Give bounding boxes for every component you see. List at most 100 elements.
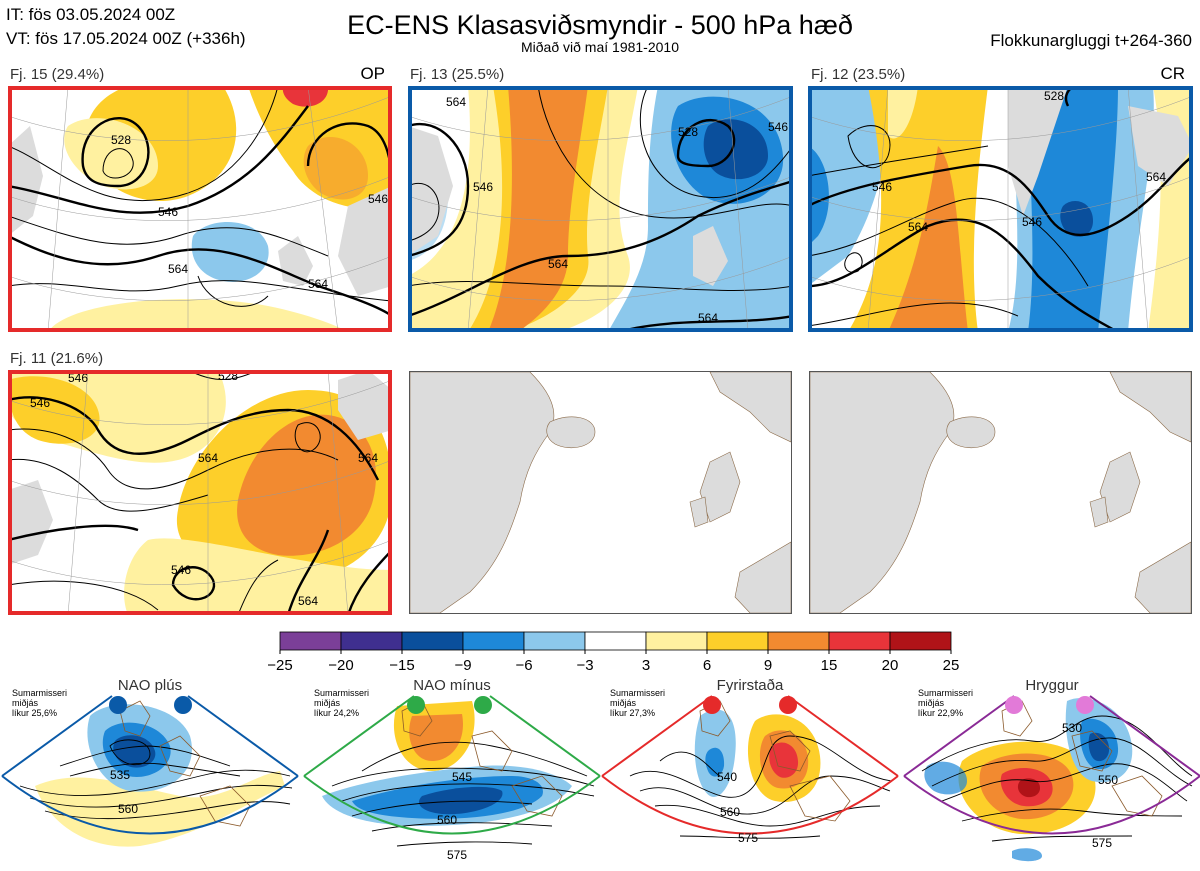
regime-contour-label: 540: [717, 770, 737, 784]
regime-dot: [474, 696, 492, 714]
regime-name: NAO mínus: [413, 677, 491, 694]
cluster1-contour-label: 564: [168, 262, 188, 276]
regime-nao-minus: NAO mínus Sumarmisseri miðjás líkur 24,2…: [303, 677, 601, 862]
regime-info: líkur 24,2%: [314, 708, 359, 718]
cluster-frame-1: [8, 86, 392, 332]
regime-dot: [407, 696, 425, 714]
cluster-map-1: 528 546 546 564 564: [8, 86, 392, 332]
cluster-label-2: Fj. 13 (25.5%): [410, 66, 505, 83]
cluster-label-4: Fj. 11 (21.6%): [10, 350, 104, 367]
regime-dot: [109, 696, 127, 714]
empty-map-2: [809, 371, 1192, 614]
colorbar-swatch: [767, 631, 830, 651]
cluster-frame-4: [8, 370, 392, 615]
cluster-map-4: 546 546 528 564 546 564 564: [8, 370, 392, 615]
colorbar-swatch: [645, 631, 708, 651]
colorbar-swatch: [706, 631, 769, 651]
cluster-label-1: Fj. 15 (29.4%): [10, 66, 105, 83]
colorbar-tick-label: 20: [882, 657, 899, 674]
regime-info: Sumarmisseri: [12, 688, 67, 698]
cluster4-contour-label: 546: [68, 371, 88, 385]
regime-dot: [174, 696, 192, 714]
cluster-map-2: 564 546 528 564 564 546: [408, 86, 793, 332]
page-title: EC-ENS Klasasviðsmyndir - 500 hPa hæð: [347, 10, 853, 40]
regime-contour-label: 575: [447, 848, 467, 862]
cluster2-contour-label: 546: [768, 120, 788, 134]
regime-blocking: Fyrirstaða Sumarmisseri miðjás líkur 27,…: [601, 677, 899, 845]
regime-contour-label: 575: [1092, 836, 1112, 850]
cluster2-contour-label: 528: [678, 125, 698, 139]
regime-frame: [903, 695, 1200, 835]
cluster3-contour-label: 564: [908, 220, 928, 234]
cluster-tag-3: CR: [1160, 64, 1185, 83]
regime-dot: [779, 696, 797, 714]
classification-window: Flokkunargluggi t+264-360: [990, 31, 1192, 50]
regime-contour-label: 560: [437, 813, 457, 827]
cluster1-contour-label: 564: [308, 277, 328, 291]
regime-frame: [601, 695, 899, 835]
colorbar-tick-label: 15: [821, 657, 838, 674]
cluster-tag-1: OP: [360, 64, 385, 83]
valid-time: VT: fös 17.05.2024 00Z (+336h): [6, 29, 246, 48]
cluster-map-3: 528 546 546 564 564: [808, 86, 1193, 332]
cluster4-contour-label: 564: [198, 451, 218, 465]
regime-frame: [1, 695, 299, 835]
colorbar-swatch: [462, 631, 525, 651]
colorbar-tick-label: −25: [267, 657, 292, 674]
regime-name: Hryggur: [1025, 677, 1078, 694]
cluster3-contour-label: 528: [1044, 89, 1064, 103]
regime-info: miðjás: [314, 698, 341, 708]
regime-dot: [703, 696, 721, 714]
colorbar-tick-label: −15: [389, 657, 414, 674]
cluster4-contour-label: 564: [358, 451, 378, 465]
regime-info: miðjás: [918, 698, 945, 708]
regime-dot: [1005, 696, 1023, 714]
colorbar-swatch: [401, 631, 464, 651]
regime-info: miðjás: [12, 698, 39, 708]
regime-contour-label: 575: [738, 831, 758, 845]
colorbar-tick-label: −3: [576, 657, 593, 674]
regime-contour-label: 545: [452, 770, 472, 784]
regime-contour-label: 560: [720, 805, 740, 819]
cluster1-contour-label: 528: [111, 133, 131, 147]
cluster-frame-3: [808, 86, 1193, 332]
regime-info: líkur 22,9%: [918, 708, 963, 718]
regime-name: NAO plús: [118, 677, 182, 694]
regime-frame: [303, 695, 601, 835]
colorbar-swatch: [828, 631, 891, 651]
cluster-label-3: Fj. 12 (23.5%): [811, 66, 906, 83]
colorbar-swatch: [584, 631, 647, 651]
colorbar-tick-label: 3: [642, 657, 650, 674]
colorbar-tick-label: 6: [703, 657, 711, 674]
colorbar: −25 −20 −15 −9 −6 −3 3 6 9 15 20 25: [267, 631, 959, 674]
regime-name: Fyrirstaða: [717, 677, 784, 694]
regime-ridge: Hryggur Sumarmisseri miðjás líkur 22,9% …: [903, 677, 1200, 862]
cluster2-contour-label: 564: [446, 95, 466, 109]
page-subtitle: Miðað við maí 1981-2010: [521, 39, 679, 55]
colorbar-tick-label: −6: [515, 657, 532, 674]
regime-info: Sumarmisseri: [918, 688, 973, 698]
cluster4-contour-label: 546: [30, 396, 50, 410]
cluster2-contour-label: 546: [473, 180, 493, 194]
regime-panels: NAO plús Sumarmisseri miðjás líkur 25,6%…: [1, 677, 1200, 862]
colorbar-tick-label: −9: [454, 657, 471, 674]
colorbar-swatch: [340, 631, 403, 651]
colorbar-swatch: [523, 631, 586, 651]
regime-info: Sumarmisseri: [610, 688, 665, 698]
cluster-frame-2: [408, 86, 793, 332]
regime-contour-label: 560: [118, 802, 138, 816]
cluster3-contour-label: 564: [1146, 170, 1166, 184]
colorbar-tick-label: 9: [764, 657, 772, 674]
regime-info: líkur 25,6%: [12, 708, 57, 718]
cluster1-contour-label: 546: [158, 205, 178, 219]
regime-contour-label: 535: [110, 768, 130, 782]
regime-contour-label: 550: [1098, 773, 1118, 787]
cluster2-contour-label: 564: [698, 311, 718, 325]
regime-dot: [1076, 696, 1094, 714]
regime-info: líkur 27,3%: [610, 708, 655, 718]
regime-info: miðjás: [610, 698, 637, 708]
colorbar-tick-label: −20: [328, 657, 353, 674]
cluster2-contour-label: 564: [548, 257, 568, 271]
empty-map-1: [409, 371, 792, 614]
cluster4-contour-label: 546: [171, 563, 191, 577]
